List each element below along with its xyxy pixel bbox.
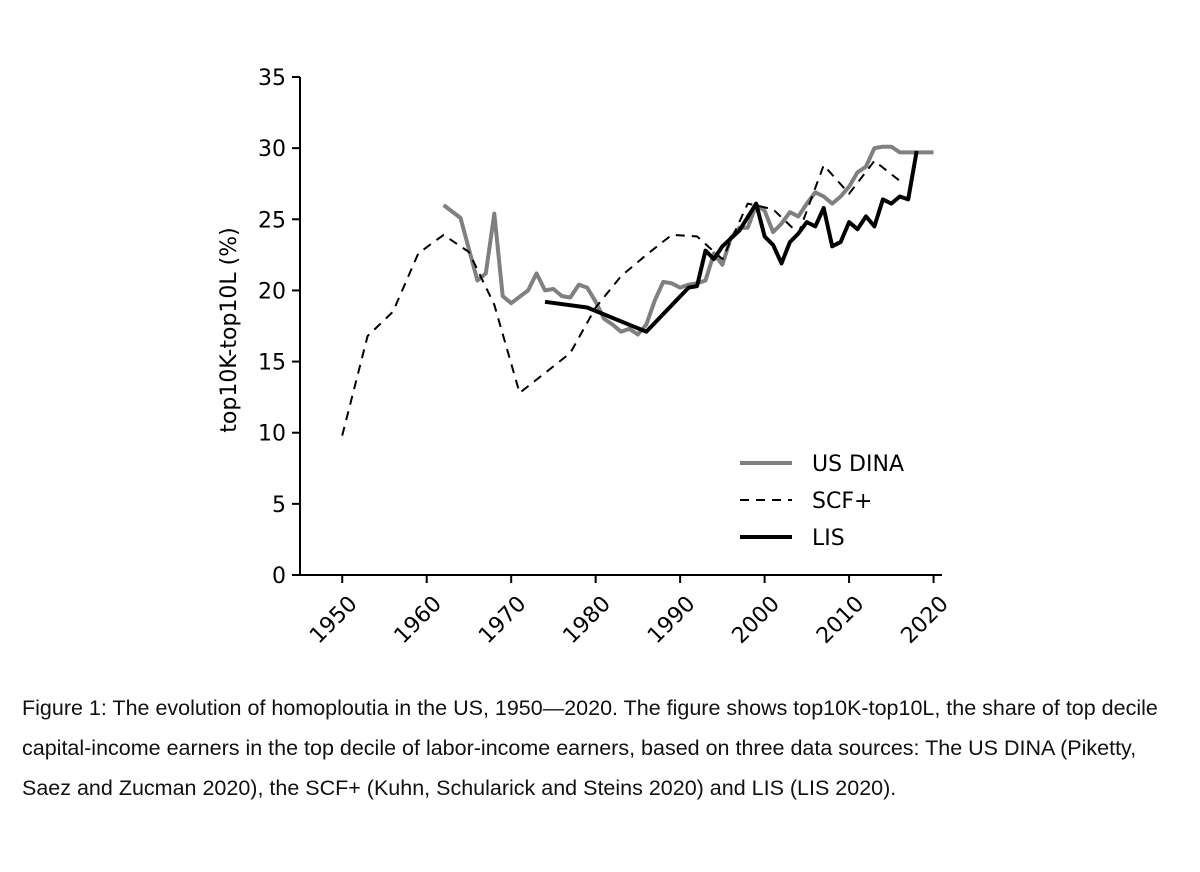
series-line-us-dina: [442, 144, 934, 337]
x-tick-label: 1960: [390, 592, 447, 649]
legend-label: LIS: [812, 526, 845, 551]
y-tick-label: 10: [258, 422, 286, 447]
figure-caption: Figure 1: The evolution of homoploutia i…: [22, 696, 1158, 800]
y-axis-label: top10K-top10L (%): [217, 227, 242, 432]
x-tick-label: 2010: [812, 592, 869, 649]
y-tick-label: 35: [258, 66, 286, 91]
legend: US DINA SCF+ LIS: [740, 452, 904, 551]
y-tick-label: 5: [272, 493, 286, 518]
series-line-scf: [341, 159, 901, 436]
x-tick-label: 2000: [728, 592, 785, 649]
y-tick-label: 15: [258, 351, 286, 376]
x-tick-label: 2020: [897, 592, 954, 649]
x-tick-label: 1950: [305, 592, 362, 649]
y-tick-label: 0: [272, 564, 286, 589]
y-tick-label: 30: [258, 137, 286, 162]
series-line-lis: [544, 150, 919, 334]
x-tick-label: 1990: [643, 592, 700, 649]
y-tick-label: 25: [258, 208, 286, 233]
chart: 0 5 10 15 20 25 30 35 1950 1960 1970 1980 1990 2000 20…: [217, 66, 954, 649]
x-tick-label: 1980: [559, 592, 616, 649]
y-tick-label: 20: [258, 279, 286, 304]
legend-label: US DINA: [812, 452, 904, 477]
legend-label: SCF+: [812, 489, 872, 514]
series-layer: [341, 144, 934, 436]
x-tick-label: 1970: [474, 592, 531, 649]
